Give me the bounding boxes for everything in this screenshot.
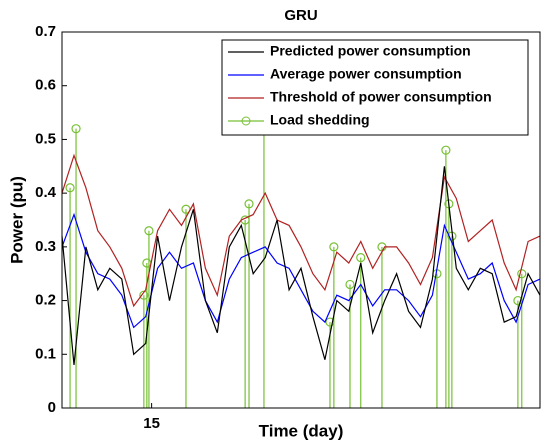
stem-marker — [65, 183, 75, 193]
stem-marker — [441, 145, 451, 155]
y-tick-label: 0.7 — [35, 23, 56, 40]
y-tick-label: 0.1 — [35, 345, 56, 362]
load-shedding-stem — [356, 253, 366, 408]
stem-marker — [329, 242, 339, 252]
series-line — [61, 153, 541, 308]
stem-marker — [144, 226, 154, 236]
load-shedding-stem — [244, 199, 254, 408]
y-tick-label: 0.5 — [35, 130, 56, 147]
y-tick-label: 0.6 — [35, 77, 56, 94]
load-shedding-stem — [329, 242, 339, 408]
y-tick-label: 0 — [48, 399, 56, 416]
stem-marker — [356, 253, 366, 263]
legend-marker — [241, 116, 251, 126]
y-tick-label: 0.2 — [35, 292, 56, 309]
stem-marker — [517, 269, 527, 279]
legend-label: Load shedding — [270, 112, 370, 128]
load-shedding-stem — [139, 290, 149, 408]
stem-marker — [345, 279, 355, 290]
load-shedding-stem — [71, 124, 81, 408]
load-shedding-stem — [441, 145, 451, 408]
stem-marker — [139, 290, 149, 300]
stem-marker — [244, 199, 254, 209]
plot-frame — [61, 31, 541, 409]
y-tick-label: 0.4 — [35, 184, 57, 201]
legend-label: Predicted power consumption — [270, 43, 471, 59]
series-line — [61, 212, 541, 329]
stem-marker — [71, 124, 81, 134]
y-tick-label: 0.3 — [35, 238, 56, 255]
legend-label: Threshold of power consumption — [270, 89, 492, 105]
legend-label: Average power consumption — [270, 66, 462, 82]
x-axis-label: Time (day) — [259, 421, 344, 440]
series-line — [61, 166, 541, 366]
chart-title: GRU — [284, 7, 317, 24]
y-axis-label: Power (pu) — [7, 176, 26, 264]
legend-box — [221, 39, 529, 136]
x-tick-label: 15 — [143, 415, 160, 432]
